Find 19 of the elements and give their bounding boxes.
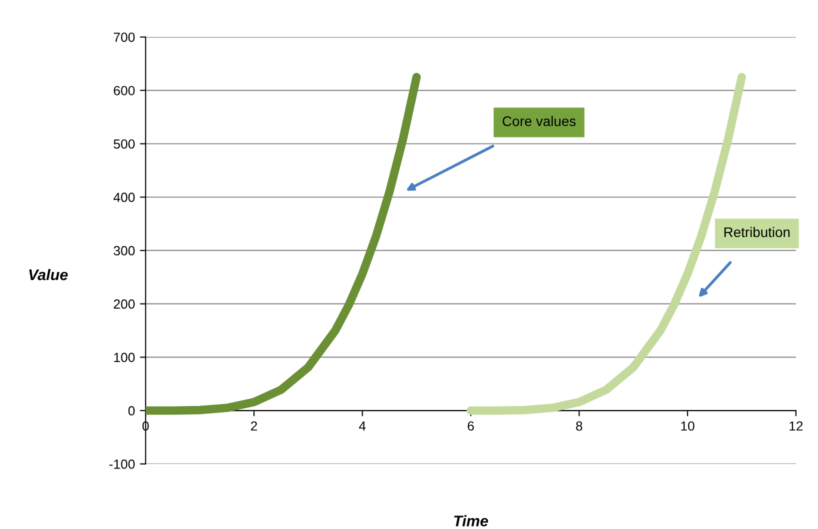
x-tick-label: 12 — [790, 421, 803, 431]
y-tick-label: 500 — [114, 139, 135, 149]
y-tick-label: 0 — [128, 406, 135, 416]
y-axis-title: Value — [29, 268, 68, 280]
y-tick-label: 600 — [114, 86, 135, 96]
y-tick-label: 400 — [113, 192, 135, 202]
y-tick-label: 200 — [114, 299, 135, 309]
x-tick-label: 8 — [576, 421, 582, 431]
x-axis-title: Time — [454, 515, 488, 526]
y-tick-label: 300 — [114, 246, 135, 256]
y-tick-label: 100 — [114, 352, 135, 362]
x-tick-label: 6 — [468, 421, 474, 431]
annotation: Retribution — [724, 226, 790, 238]
annotation: Core values — [502, 116, 576, 126]
x-tick-label: 10 — [681, 421, 694, 431]
x-tick-label: 4 — [359, 421, 366, 431]
x-tick-label: 2 — [250, 421, 257, 431]
y-tick-label: -100 — [109, 460, 135, 469]
y-tick-label: 700 — [114, 32, 135, 42]
